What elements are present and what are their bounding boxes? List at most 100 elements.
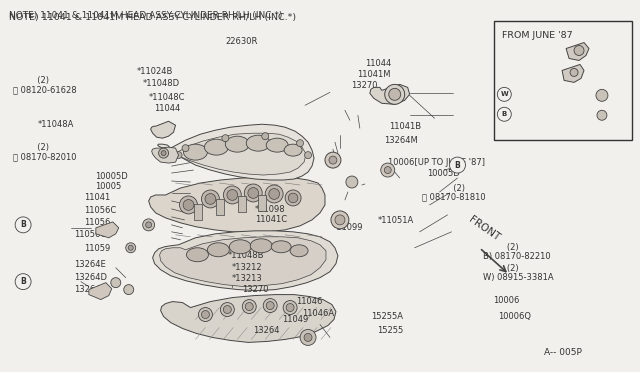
Circle shape [335,215,345,225]
Circle shape [265,185,283,203]
Text: 10005: 10005 [95,182,122,191]
Circle shape [304,333,312,341]
Circle shape [111,278,121,288]
Text: (2): (2) [32,76,49,84]
Circle shape [331,211,349,229]
Circle shape [125,243,136,253]
Text: 13270: 13270 [242,285,269,294]
Text: 11044: 11044 [154,104,180,113]
Circle shape [183,199,194,210]
Text: *11099: *11099 [333,223,364,232]
Text: (2): (2) [499,243,518,252]
Polygon shape [566,42,589,61]
Circle shape [244,184,262,202]
Ellipse shape [186,248,209,262]
Text: 10006: 10006 [493,296,520,305]
Polygon shape [258,195,266,211]
Circle shape [124,285,134,295]
Polygon shape [370,84,410,104]
Text: B: B [502,111,507,117]
Text: Ⓑ 08170-82010: Ⓑ 08170-82010 [13,153,76,162]
Text: *11048A: *11048A [38,120,74,129]
Circle shape [262,133,269,140]
Text: 11046A: 11046A [302,309,334,318]
Circle shape [223,305,231,314]
Text: 13264A: 13264A [74,285,107,294]
Circle shape [300,330,316,346]
Text: NOTE) 11041 & 11041M HEAD ASSY-CYLINDER RH/LH (INC.*): NOTE) 11041 & 11041M HEAD ASSY-CYLINDER … [9,13,296,22]
Circle shape [283,301,297,314]
Text: *11024B: *11024B [136,67,173,76]
Text: B) 08170-82210: B) 08170-82210 [483,252,551,261]
Text: 11041C: 11041C [255,215,287,224]
Circle shape [497,107,511,121]
Text: 11041M: 11041M [357,70,390,79]
Text: *11048D: *11048D [143,78,180,87]
Circle shape [597,110,607,120]
Circle shape [263,299,277,312]
Circle shape [202,311,209,318]
Circle shape [449,157,465,173]
Circle shape [159,148,168,158]
Circle shape [384,167,391,174]
Circle shape [570,68,578,76]
Polygon shape [150,121,175,138]
Circle shape [381,163,395,177]
Circle shape [248,187,259,198]
Text: NOTE) 11041 & 11041M HEAD ASSY-CYLINDER RH/LH (INC.*): NOTE) 11041 & 11041M HEAD ASSY-CYLINDER … [9,11,282,20]
Ellipse shape [229,240,252,254]
Text: 10005D: 10005D [427,169,460,178]
Text: (2): (2) [499,264,518,273]
Circle shape [346,176,358,188]
Ellipse shape [250,239,272,253]
Polygon shape [157,124,314,180]
Circle shape [245,302,253,311]
Polygon shape [562,64,584,82]
Polygon shape [152,147,179,163]
Text: W) 08915-3381A: W) 08915-3381A [483,273,554,282]
Polygon shape [164,133,306,175]
Circle shape [15,217,31,233]
Polygon shape [89,283,112,299]
Circle shape [128,245,133,250]
Circle shape [385,84,404,104]
Text: 11041B: 11041B [389,122,421,131]
Text: B: B [20,220,26,230]
Text: 10006Q: 10006Q [499,312,532,321]
Text: 13270: 13270 [351,81,377,90]
Text: 15255A: 15255A [371,312,403,321]
Circle shape [222,135,229,142]
Circle shape [220,302,234,317]
Circle shape [143,219,155,231]
Ellipse shape [225,136,249,152]
Circle shape [223,186,241,204]
Polygon shape [161,295,336,342]
Circle shape [288,193,298,203]
Text: 13264M: 13264M [384,136,417,145]
Text: 11049: 11049 [282,315,308,324]
Circle shape [286,304,294,311]
Circle shape [596,89,608,101]
Text: 22630R: 22630R [226,37,258,46]
Circle shape [269,189,280,199]
Circle shape [198,308,212,321]
Polygon shape [96,222,119,238]
Text: *11048B: *11048B [228,251,264,260]
Text: (2): (2) [447,184,465,193]
Text: 10006[UP TO JUNE '87]: 10006[UP TO JUNE '87] [388,158,484,167]
Text: 13264D: 13264D [74,273,108,282]
Polygon shape [148,177,325,233]
Text: 13264: 13264 [253,326,280,335]
Text: Ⓑ 08120-61628: Ⓑ 08120-61628 [13,85,76,94]
Circle shape [296,140,303,147]
Text: B: B [454,161,460,170]
Text: W: W [500,92,508,97]
Text: 11056C: 11056C [74,231,107,240]
Text: 13264E: 13264E [74,260,106,269]
Circle shape [497,87,511,101]
Polygon shape [195,204,202,220]
Text: *11098: *11098 [255,205,285,214]
Circle shape [266,302,274,310]
Ellipse shape [207,243,229,257]
Text: Ⓑ 08170-81810: Ⓑ 08170-81810 [422,193,486,202]
